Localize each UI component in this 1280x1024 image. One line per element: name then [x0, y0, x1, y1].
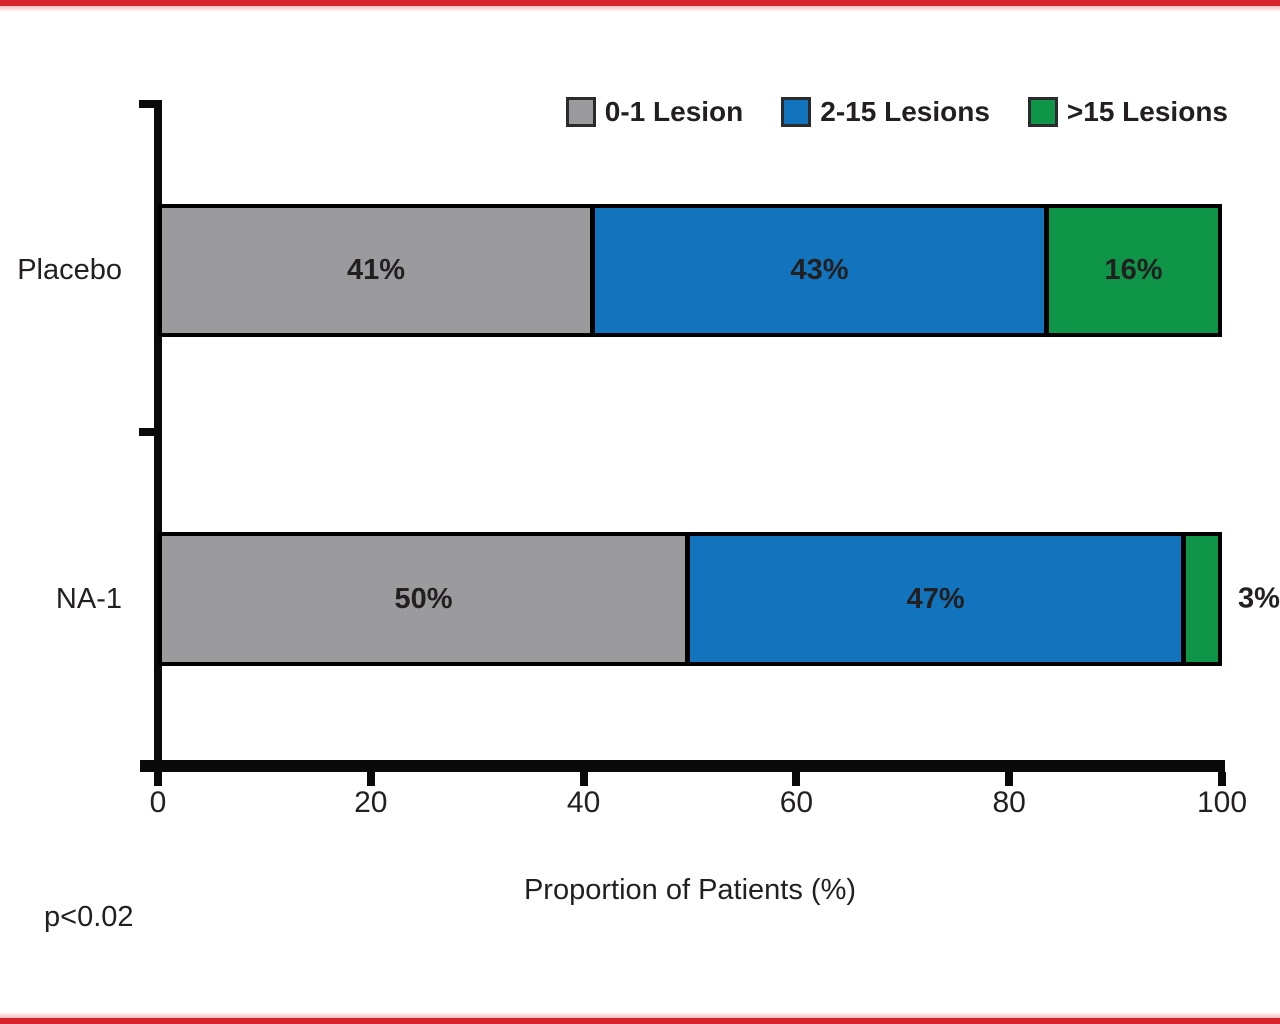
y-axis [154, 100, 162, 772]
bar-segment: 50% [162, 536, 690, 662]
top-border-rule [0, 0, 1280, 12]
category-label: Placebo [17, 254, 122, 286]
legend-label: 0-1 Lesion [604, 96, 744, 127]
bottom-border-rule [0, 1012, 1280, 1024]
x-axis-tick [154, 772, 162, 786]
bar-segment [1186, 536, 1218, 662]
x-axis-tick-label: 60 [779, 786, 814, 819]
segment-value-label: 50% [394, 582, 453, 615]
legend-label: 2-15 Lesions [820, 96, 990, 127]
x-axis-tick [1005, 772, 1014, 786]
bar-segment: 41% [162, 208, 595, 333]
bar-segment: 43% [594, 208, 1050, 333]
bar-row: 41% 43% 16% [158, 204, 1222, 337]
x-axis-tick [579, 772, 588, 786]
x-axis [140, 760, 1225, 772]
legend-item: 0-1 Lesion [565, 96, 744, 128]
y-axis-tick [139, 428, 155, 436]
y-axis-tick [139, 100, 155, 108]
legend-swatch-icon [1027, 97, 1058, 127]
x-axis-tick-label: 80 [992, 786, 1026, 819]
x-axis-tick-label: 40 [566, 786, 601, 819]
legend-swatch-icon [781, 97, 812, 127]
segment-value-label-outside: 3% [1238, 582, 1280, 615]
bar-segment: 47% [690, 536, 1187, 662]
legend-item: >15 Lesions [1027, 96, 1228, 128]
segment-value-label: 16% [1104, 254, 1163, 286]
segment-value-label: 47% [906, 582, 965, 615]
x-axis-tick-label: 20 [354, 786, 388, 819]
legend-item: 2-15 Lesions [781, 96, 990, 128]
segment-value-label: 41% [346, 254, 405, 286]
p-value-annotation: p<0.02 [44, 901, 134, 933]
segment-value-label: 43% [790, 254, 849, 286]
x-axis-tick-label: 100 [1196, 786, 1248, 819]
bar-row: 50% 47% 3% [158, 532, 1280, 666]
category-label: NA-1 [55, 583, 122, 615]
x-axis-title: Proportion of Patients (%) [523, 874, 857, 906]
x-axis-tick [366, 772, 375, 786]
legend: 0-1 Lesion 2-15 Lesions >15 Lesions [565, 96, 1228, 128]
legend-label: >15 Lesions [1066, 96, 1228, 127]
x-axis-tick-label: 0 [149, 786, 167, 819]
legend-swatch-icon [565, 97, 596, 127]
x-axis-tick [1218, 772, 1226, 786]
x-axis-tick [792, 772, 801, 786]
bar-segment: 16% [1049, 208, 1218, 333]
